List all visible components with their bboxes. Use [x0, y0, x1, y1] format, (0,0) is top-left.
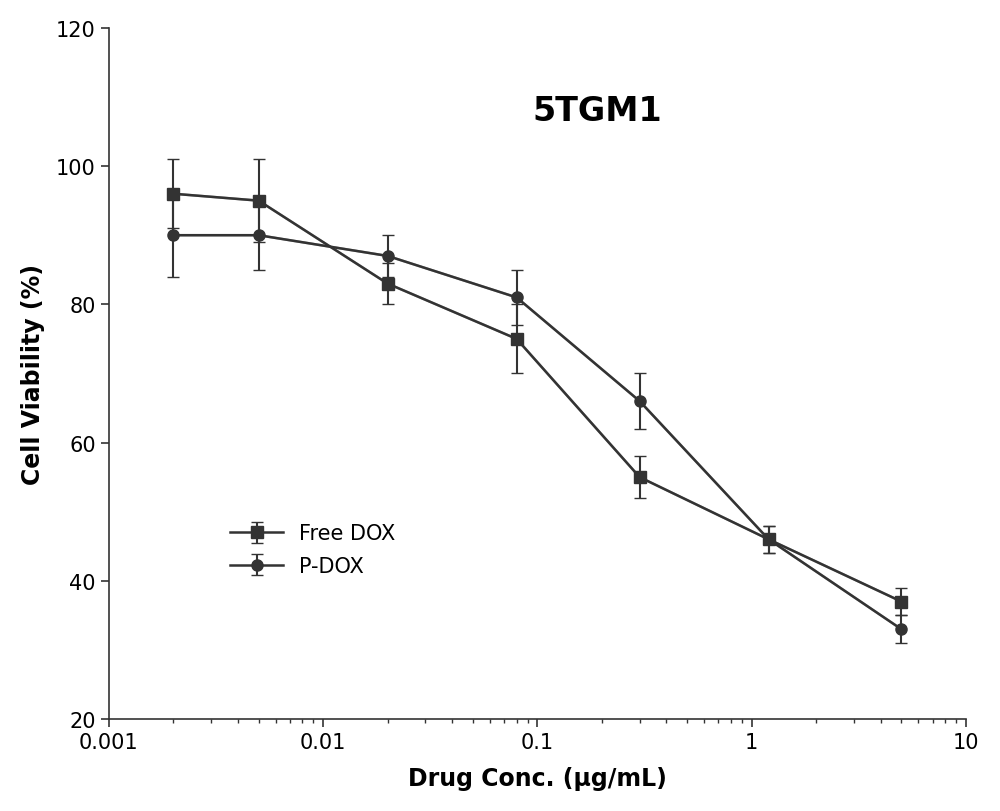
X-axis label: Drug Conc. (μg/mL): Drug Conc. (μg/mL)	[408, 766, 667, 790]
Text: 5TGM1: 5TGM1	[533, 95, 662, 128]
Y-axis label: Cell Viability (%): Cell Viability (%)	[21, 264, 45, 484]
Legend: Free DOX, P-DOX: Free DOX, P-DOX	[222, 516, 404, 585]
